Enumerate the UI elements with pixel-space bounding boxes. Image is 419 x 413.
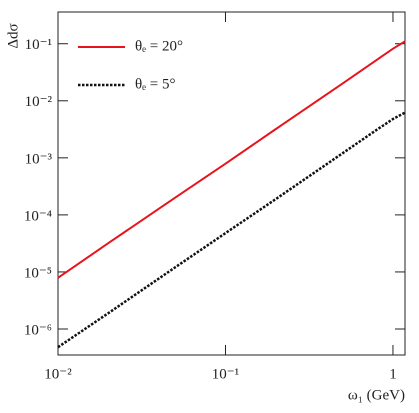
y-tick-label: 10⁻² [25,94,53,110]
y-tick-label: 10⁻³ [25,151,53,167]
y-tick-label: 10⁻⁶ [24,322,52,338]
x-tick-label: 10⁻¹ [212,366,239,382]
y-axis-label: Δdσ [5,23,21,48]
line-series [57,40,406,279]
x-tick-label: 10⁻² [44,366,72,382]
line-series [57,111,406,349]
legend-label: θₑ = 20° [135,38,183,54]
legend-label: θₑ = 5° [135,76,176,92]
y-tick-label: 10⁻⁵ [24,265,52,281]
plot-frame [57,11,406,356]
x-axis-label: ω₁ (GeV) [348,387,405,403]
y-tick-label: 10⁻¹ [25,37,52,53]
x-tick-label: 1 [389,366,397,382]
y-tick-label: 10⁻⁴ [24,208,52,224]
